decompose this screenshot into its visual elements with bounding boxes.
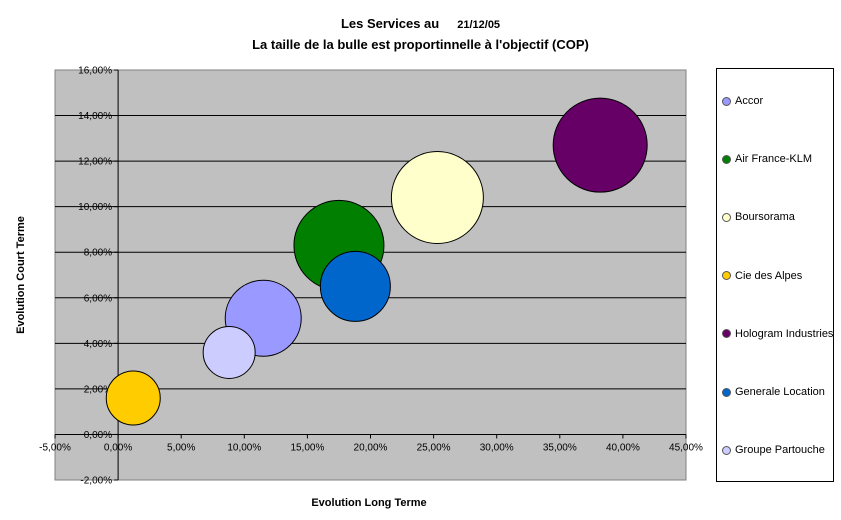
y-tick-label: 0,00%: [84, 430, 112, 441]
legend-label: Hologram Industries: [735, 327, 834, 340]
legend-label: Generale Location: [735, 386, 825, 398]
legend-label: Accor: [735, 95, 764, 107]
chart-legend: Accor Air France-KLM Boursorama Cie des Alp…: [716, 68, 834, 482]
chart-title-text: Les Services au: [340, 16, 440, 31]
bubble-cie-des-alpes: [105, 370, 161, 426]
y-tick-label: 2,00%: [84, 384, 112, 395]
x-tick-label: 45,00%: [669, 442, 703, 453]
legend-item: Groupe Partouche: [722, 443, 825, 457]
legend-item: Generale Location: [722, 385, 825, 399]
legend-item: Accor: [722, 94, 763, 108]
legend-item: Air France-KLM: [722, 152, 812, 166]
legend-marker: [722, 445, 731, 455]
legend-marker: [722, 154, 731, 164]
y-tick-label: 12,00%: [78, 157, 112, 168]
x-tick-label: 35,00%: [543, 442, 577, 453]
legend-item: Cie des Alpes: [722, 269, 802, 283]
legend-label: Cie des Alpes: [735, 269, 803, 282]
legend-marker: [722, 271, 731, 281]
legend-label: Groupe Partouche: [735, 444, 825, 457]
x-tick-label: 15,00%: [290, 442, 324, 453]
x-tick-label: 20,00%: [354, 442, 388, 453]
legend-item: Hologram Industries: [722, 327, 833, 341]
legend-item: Boursorama: [722, 210, 795, 224]
y-tick-label: 8,00%: [84, 248, 112, 259]
legend-marker: [722, 387, 731, 397]
x-axis-title: Evolution Long Terme: [311, 497, 426, 509]
y-tick-label: -2,00%: [80, 476, 112, 487]
bubble-boursorama: [390, 151, 484, 245]
legend-marker: [722, 212, 731, 222]
x-tick-label: 5,00%: [167, 442, 195, 453]
y-axis-title: Evolution Court Terme: [15, 216, 27, 334]
y-tick-label: 4,00%: [84, 339, 112, 350]
chart-subtitle: La taille de la bulle est proportinnelle…: [252, 37, 589, 52]
x-tick-label: 10,00%: [227, 442, 261, 453]
bubble-groupe-partouche: [202, 325, 256, 379]
y-tick-label: 10,00%: [78, 202, 112, 213]
y-tick-label: 16,00%: [78, 66, 112, 77]
x-tick-label: 0,00%: [104, 442, 132, 453]
chart-title: Les Services au 21/12/05: [0, 16, 841, 31]
legend-label: Air France-KLM: [735, 153, 813, 166]
bubble-hologram-industries: [552, 97, 648, 193]
x-tick-label: 25,00%: [417, 442, 451, 453]
legend-label: Boursorama: [735, 211, 795, 224]
y-tick-label: 6,00%: [84, 293, 112, 304]
bubble-generale-location: [319, 250, 391, 322]
legend-marker: [722, 96, 731, 106]
legend-marker: [722, 329, 731, 339]
y-tick-label: 14,00%: [78, 111, 112, 122]
x-tick-label: -5,00%: [39, 442, 71, 453]
x-tick-label: 40,00%: [606, 442, 640, 453]
chart-date: 21/12/05: [457, 19, 501, 31]
x-tick-label: 30,00%: [480, 442, 514, 453]
